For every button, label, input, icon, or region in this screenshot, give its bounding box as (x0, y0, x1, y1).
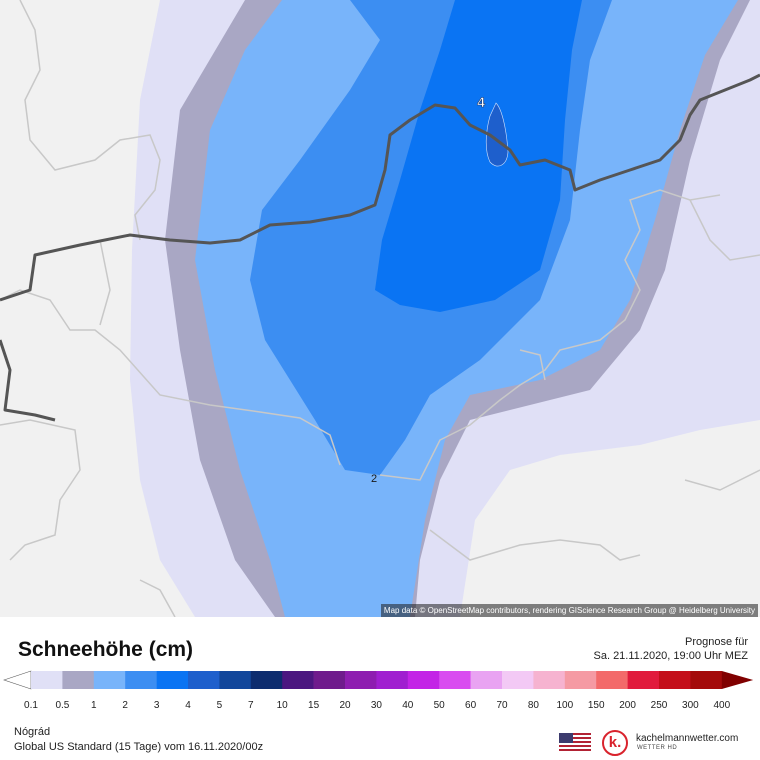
legend-swatch (219, 671, 252, 689)
legend-tick-label: 30 (371, 700, 383, 711)
legend-tick-label: 0.1 (24, 700, 38, 711)
legend-swatch (721, 671, 754, 689)
legend-swatch (93, 671, 126, 689)
legend-swatch (345, 671, 377, 689)
snow-band-3 (375, 0, 582, 312)
legend-tick-label: 300 (682, 700, 699, 711)
legend-swatch (250, 671, 283, 689)
legend-tick-label: 60 (465, 700, 477, 711)
legend-swatch (502, 671, 534, 689)
legend-swatch (31, 671, 63, 689)
snow-depth-map[interactable]: 4 2 (0, 0, 760, 617)
legend-swatch (470, 671, 503, 689)
legend-swatch (659, 671, 691, 689)
legend-swatch (125, 671, 157, 689)
legend-swatch (596, 671, 628, 689)
legend-swatch (533, 671, 566, 689)
legend-swatch (156, 671, 189, 689)
legend-tick-label: 70 (496, 700, 508, 711)
us-flag-icon[interactable] (559, 733, 591, 751)
legend-swatch (62, 671, 95, 689)
legend-tick-label: 400 (713, 700, 730, 711)
legend-swatch (690, 671, 723, 689)
legend-swatch (564, 671, 597, 689)
legend-tick-label: 5 (217, 700, 223, 711)
legend-tick-label: 4 (185, 700, 191, 711)
legend-tick-label: 0.5 (55, 700, 69, 711)
legend-tick-label: 80 (528, 700, 540, 711)
legend-tick-label: 7 (248, 700, 254, 711)
legend-tick-label: 150 (588, 700, 605, 711)
region-name: Nógrád (14, 726, 51, 738)
contour-label-4: 4 (477, 94, 485, 110)
legend-tick-label: 3 (154, 700, 160, 711)
legend-tick-label: 50 (434, 700, 446, 711)
legend-tick-label: 250 (651, 700, 668, 711)
legend-tick-label: 2 (122, 700, 128, 711)
model-run: Global US Standard (15 Tage) vom 16.11.2… (14, 741, 264, 753)
legend-title: Schneehöhe (cm) (18, 638, 194, 661)
legend-swatch (282, 671, 314, 689)
legend-tick-label: 40 (402, 700, 414, 711)
legend-tick-label: 20 (339, 700, 351, 711)
legend-tick-label: 15 (308, 700, 320, 711)
legend-swatch (407, 671, 440, 689)
color-legend: 0.1 0.5 1 2 3 4 5 7 10 15 20 30 40 50 60 70 80 100 150 200 2… (3, 670, 754, 711)
brand-subtitle: WETTER HD (637, 745, 678, 751)
forecast-time: Sa. 21.11.2020, 19:00 Uhr MEZ (593, 650, 749, 662)
legend-swatch (313, 671, 346, 689)
legend-arrow-left (3, 670, 32, 690)
legend-swatch (376, 671, 409, 689)
legend-tick-label: 10 (277, 700, 289, 711)
legend-tick-label: 100 (556, 700, 573, 711)
contour-label-2: 2 (371, 473, 377, 485)
legend-swatch (188, 671, 220, 689)
forecast-label: Prognose für (685, 636, 748, 648)
legend-tick-label: 200 (619, 700, 636, 711)
country-border (0, 73, 760, 422)
brand-name[interactable]: kachelmannwetter.com (636, 733, 739, 744)
minor-borders (0, 0, 760, 617)
map-attribution: Map data © OpenStreetMap contributors, r… (380, 604, 758, 617)
legend-tick-label: 1 (91, 700, 97, 711)
legend-swatch (627, 671, 660, 689)
kachelmann-logo-icon[interactable]: k. (602, 730, 628, 756)
legend-swatch (439, 671, 471, 689)
